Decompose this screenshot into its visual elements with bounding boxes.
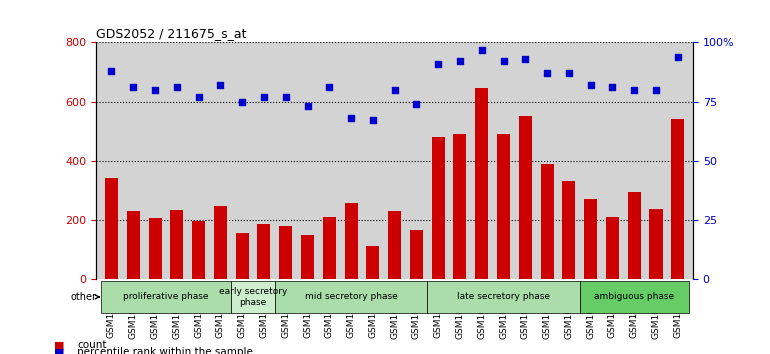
Point (345, 115, 357, 121)
Text: ■: ■ (54, 340, 65, 350)
Bar (170, 210, 183, 279)
Text: percentile rank within the sample: percentile rank within the sample (77, 347, 253, 354)
Bar (323, 217, 336, 279)
Text: ■: ■ (54, 347, 65, 354)
Text: mid secretory phase: mid secretory phase (305, 292, 397, 301)
Bar (497, 134, 510, 279)
Bar (257, 224, 270, 279)
Point (171, 85, 183, 90)
Point (367, 118, 379, 123)
Point (519, 56, 531, 62)
Text: early secretory
phase: early secretory phase (219, 287, 287, 307)
Point (258, 94, 270, 99)
Bar (280, 225, 293, 279)
Bar (671, 119, 685, 279)
Point (628, 87, 641, 92)
Bar (432, 137, 445, 279)
Bar (388, 211, 401, 279)
Point (650, 87, 662, 92)
Text: other: other (70, 292, 99, 302)
Point (301, 103, 313, 109)
Bar (236, 233, 249, 279)
Point (432, 61, 444, 67)
Bar (562, 181, 575, 279)
Bar (541, 164, 554, 279)
FancyBboxPatch shape (231, 280, 275, 313)
Point (606, 85, 618, 90)
Bar (584, 199, 598, 279)
Bar (475, 88, 488, 279)
Text: proliferative phase: proliferative phase (123, 292, 209, 301)
Bar (410, 230, 423, 279)
Point (454, 58, 466, 64)
Point (149, 87, 161, 92)
Bar (149, 218, 162, 279)
FancyBboxPatch shape (427, 280, 580, 313)
Text: ambiguous phase: ambiguous phase (594, 292, 675, 301)
Text: GDS2052 / 211675_s_at: GDS2052 / 211675_s_at (96, 27, 246, 40)
Point (127, 85, 139, 90)
Text: late secretory phase: late secretory phase (457, 292, 550, 301)
Point (541, 70, 553, 76)
Bar (367, 246, 380, 279)
Point (323, 85, 336, 90)
Point (105, 68, 118, 74)
Point (192, 94, 205, 99)
Bar (105, 178, 118, 279)
Point (563, 70, 575, 76)
Point (671, 54, 684, 59)
Point (236, 99, 249, 104)
Point (584, 82, 597, 88)
Point (497, 58, 510, 64)
Bar (628, 192, 641, 279)
Bar (519, 116, 532, 279)
Text: count: count (77, 340, 106, 350)
Bar (649, 209, 662, 279)
FancyBboxPatch shape (580, 280, 688, 313)
Bar (301, 235, 314, 279)
Bar (454, 134, 467, 279)
Bar (344, 202, 357, 279)
Point (389, 87, 401, 92)
FancyBboxPatch shape (101, 280, 231, 313)
Bar (606, 217, 619, 279)
Bar (127, 211, 140, 279)
Point (280, 94, 292, 99)
Point (476, 47, 488, 52)
Point (214, 82, 226, 88)
FancyBboxPatch shape (275, 280, 427, 313)
Point (410, 101, 423, 107)
Bar (214, 206, 227, 279)
Bar (192, 221, 205, 279)
